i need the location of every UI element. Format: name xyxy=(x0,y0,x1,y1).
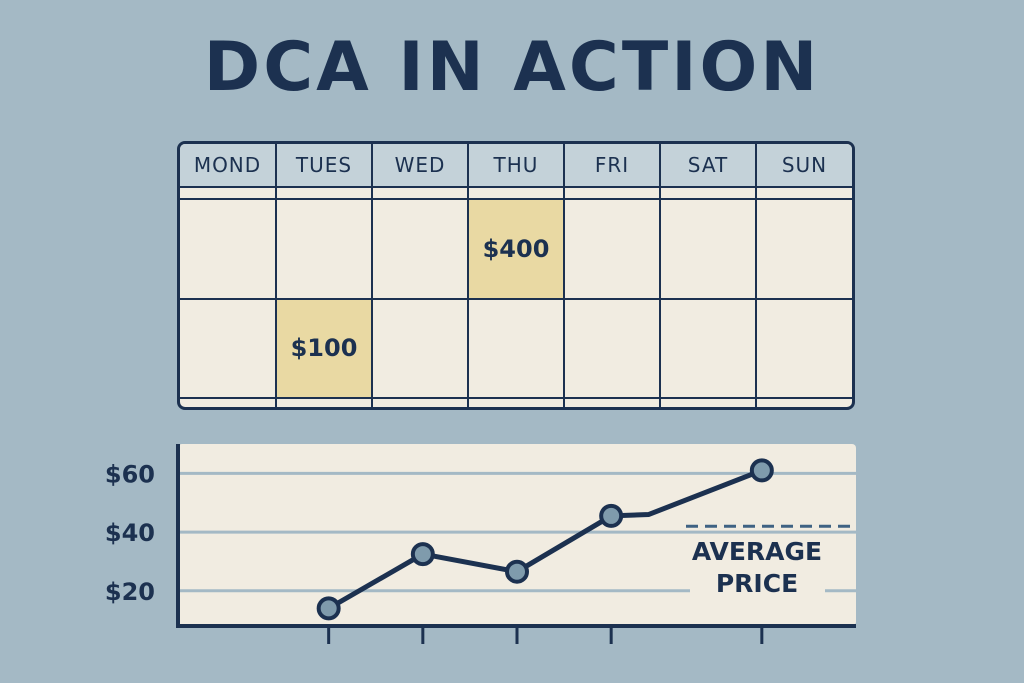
calendar-cell xyxy=(659,185,757,201)
calendar-cell xyxy=(467,396,565,407)
day-header-thu: THU xyxy=(467,144,565,188)
page-title: DCA IN ACTION xyxy=(203,28,821,107)
day-header-fri: FRI xyxy=(563,144,661,188)
calendar-cell xyxy=(467,185,565,201)
average-label-bg xyxy=(690,535,825,600)
calendar-cell xyxy=(563,396,661,407)
calendar-row xyxy=(180,185,852,201)
calendar-cell xyxy=(275,198,373,300)
calendar-cell xyxy=(755,396,852,407)
y-tick-label: $20 xyxy=(105,578,155,606)
day-header-sat: SAT xyxy=(659,144,757,188)
day-header-wed: WED xyxy=(371,144,469,188)
calendar-cell xyxy=(180,185,277,201)
calendar-cell xyxy=(371,185,469,201)
calendar-cell xyxy=(180,396,277,407)
calendar-row: $400 xyxy=(180,198,852,300)
calendar-cell xyxy=(659,297,757,399)
calendar-cell xyxy=(180,198,277,300)
data-point xyxy=(749,458,774,483)
day-header-tues: TUES xyxy=(275,144,373,188)
data-point xyxy=(316,596,341,621)
average-price-label: PRICE xyxy=(716,569,798,598)
calendar-cell xyxy=(563,185,661,201)
calendar-cell xyxy=(755,198,852,300)
average-price-label: AVERAGE xyxy=(692,537,822,566)
day-header-sun: SUN xyxy=(755,144,852,188)
investment-cell: $400 xyxy=(467,198,565,300)
calendar-cell xyxy=(180,297,277,399)
data-point xyxy=(599,503,624,528)
calendar-cell xyxy=(659,396,757,407)
calendar-cell xyxy=(275,185,373,201)
calendar: MOND TUES WED THU FRI SAT SUN $400 $100 xyxy=(177,141,855,410)
y-tick-label: $60 xyxy=(105,460,155,488)
calendar-row: $100 xyxy=(180,297,852,399)
price-line xyxy=(327,468,763,611)
data-point xyxy=(410,542,435,567)
calendar-row xyxy=(180,396,852,407)
calendar-cell xyxy=(371,198,469,300)
calendar-cell xyxy=(371,297,469,399)
y-tick-label: $40 xyxy=(105,519,155,547)
calendar-cell xyxy=(371,396,469,407)
day-header-mond: MOND xyxy=(180,144,277,188)
calendar-cell xyxy=(275,396,373,407)
plot-area xyxy=(178,444,856,626)
calendar-cell xyxy=(755,185,852,201)
calendar-grid: MOND TUES WED THU FRI SAT SUN $400 $100 xyxy=(180,144,852,407)
calendar-cell xyxy=(659,198,757,300)
calendar-cell xyxy=(755,297,852,399)
investment-cell: $100 xyxy=(275,297,373,399)
calendar-cell xyxy=(467,297,565,399)
calendar-cell xyxy=(563,297,661,399)
calendar-cell xyxy=(563,198,661,300)
data-point xyxy=(505,559,529,584)
